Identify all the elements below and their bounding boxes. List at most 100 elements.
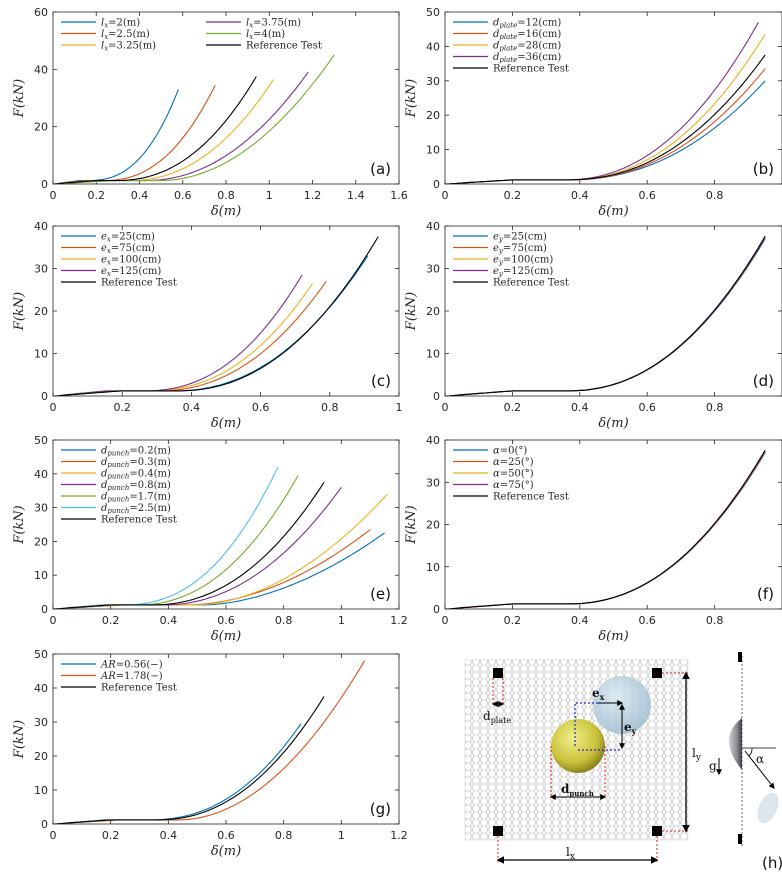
x-tick-label: 0.8 — [321, 401, 339, 414]
y-tick-label: 20 — [34, 305, 48, 318]
legend-entry-label: lx=3.75(m) — [246, 18, 301, 30]
legend-entry-label: Reference Test — [101, 683, 177, 694]
ex-label: ex — [592, 686, 605, 702]
y-tick-label: 50 — [34, 434, 48, 447]
legend-entry-label: Reference Test — [493, 278, 569, 289]
x-tick-label: 0.4 — [571, 614, 589, 627]
y-tick-label: 0 — [41, 818, 48, 831]
alpha-label: α — [756, 752, 764, 766]
y-tick-label: 10 — [426, 561, 440, 574]
lx-label: lx — [566, 845, 575, 862]
punch-yellow — [551, 719, 605, 773]
y-tick-label: 40 — [34, 468, 48, 481]
legend-entry-label: ey=100(cm) — [493, 255, 553, 267]
side-punch — [729, 718, 742, 770]
legend-entry-label: ey=75(cm) — [493, 243, 547, 255]
series-line — [53, 486, 342, 609]
legend-entry-label: Reference Test — [246, 41, 322, 52]
series-line — [53, 84, 216, 184]
legend-entry-label: dpunch=2.5(m) — [101, 503, 171, 515]
legend-entry-label: AR=0.56(−) — [100, 660, 163, 671]
y-axis-label: F(kN) — [12, 505, 27, 544]
series-line — [445, 450, 766, 609]
y-axis-label: F(kN) — [404, 292, 419, 331]
x-tick-label: 1.2 — [304, 189, 322, 202]
corner-anchor — [493, 826, 503, 836]
corner-anchor — [652, 668, 662, 678]
series-line — [53, 71, 309, 184]
x-tick-label: 1.2 — [390, 829, 408, 842]
x-tick-label: 0.4 — [571, 189, 589, 202]
legend-entry-label: dpunch=1.7(m) — [101, 492, 171, 504]
series-line — [53, 493, 388, 609]
x-tick-label: 0.2 — [504, 614, 522, 627]
y-tick-label: 10 — [34, 348, 48, 361]
x-axis-label: δ(m) — [211, 844, 241, 859]
schematic-panel-h: dplate ex ey dpunch ly lx g α (h) — [464, 652, 782, 872]
y-tick-label: 20 — [34, 535, 48, 548]
x-tick-label: 0.6 — [217, 829, 235, 842]
legend-entry-label: dpunch=0.2(m) — [101, 446, 171, 458]
x-axis-label: δ(m) — [211, 416, 241, 431]
x-tick-label: 0.4 — [571, 401, 589, 414]
series-line — [53, 274, 303, 396]
legend-entry-label: lx=4(m) — [246, 29, 285, 41]
series-line — [53, 89, 179, 184]
panel-label: (c) — [371, 372, 391, 390]
y-tick-label: 0 — [41, 603, 48, 616]
ey-label: ey — [624, 720, 637, 736]
y-tick-label: 0 — [433, 603, 440, 616]
legend-entry-label: Reference Test — [101, 515, 177, 526]
corner-anchor — [493, 668, 503, 678]
y-tick-label: 30 — [426, 476, 440, 489]
x-tick-label: 0.8 — [706, 614, 724, 627]
x-tick-label: 1.2 — [390, 614, 408, 627]
y-tick-label: 30 — [426, 263, 440, 276]
g-label: g — [709, 759, 717, 773]
x-tick-label: 0 — [50, 189, 57, 202]
chart-c: 0 0.2 0.4 0.6 0.8 1010203040δ(m)F(kN)ex=25(cm… — [12, 220, 403, 431]
panel-label: (d) — [753, 372, 774, 390]
chart-d: 0 0.2 0.4 0.6 0.8 0 10 20 30 40 δ(m) F(kN) ey=25(cm)… — [404, 220, 782, 431]
legend-entry-label: Reference Test — [493, 492, 569, 503]
series-line — [445, 236, 766, 396]
legend-entry-label: Reference Test — [101, 278, 177, 289]
y-tick-label: 20 — [34, 750, 48, 763]
series-line — [53, 54, 335, 184]
legend: dpunch=0.2(m)dpunch=0.3(m)dpunch=0.4(m)d… — [61, 446, 177, 526]
series-line — [53, 696, 325, 824]
x-tick-label: 0.6 — [217, 614, 235, 627]
legend-entry-label: dplate=16(cm) — [493, 29, 561, 41]
chart-b: 0 0.2 0.4 0.6 0.8 0 10 20 30 40 50 δ(m) F(kN) dplate=… — [404, 6, 782, 219]
y-tick-label: 40 — [426, 40, 440, 53]
x-tick-label: 0.2 — [504, 401, 522, 414]
legend: lx=2(m)lx=2.5(m)lx=3.25(m) lx=3.75(m)lx=4… — [61, 18, 322, 53]
x-tick-label: 0 — [442, 401, 449, 414]
y-tick-label: 10 — [34, 784, 48, 797]
y-tick-label: 50 — [34, 648, 48, 661]
y-tick-label: 40 — [426, 434, 440, 447]
y-axis-label: F(kN) — [404, 79, 419, 118]
legend: ey=25(cm)ey=75(cm)ey=100(cm)ey=125(cm)Re… — [453, 232, 569, 289]
plot-area-border — [444, 11, 782, 185]
legend-entry-label: ex=100(cm) — [101, 255, 161, 267]
y-tick-label: 30 — [34, 716, 48, 729]
chart-a: 0 0.2 0.4 0.6 0.8 1 1.2 1.4 1.6 0 20 40 60 δ(m) F(kN) l… — [12, 6, 408, 219]
series-line — [445, 22, 759, 184]
legend-entry-label: ex=125(cm) — [101, 266, 161, 278]
y-tick-label: 30 — [34, 502, 48, 515]
y-axis-label: F(kN) — [12, 79, 27, 118]
y-tick-label: 20 — [426, 305, 440, 318]
dpunch-guide — [550, 746, 606, 797]
series-line — [445, 80, 766, 184]
y-tick-label: 40 — [34, 220, 48, 233]
y-tick-label: 10 — [426, 144, 440, 157]
dplate-label: dplate — [483, 709, 511, 725]
x-tick-label: 1 — [338, 614, 345, 627]
alpha-arc — [748, 747, 753, 757]
x-axis-label: δ(m) — [211, 629, 241, 644]
y-tick-label: 30 — [426, 75, 440, 88]
series-line — [53, 283, 313, 396]
corner-anchor — [652, 826, 662, 836]
x-tick-label: 0 — [50, 829, 57, 842]
